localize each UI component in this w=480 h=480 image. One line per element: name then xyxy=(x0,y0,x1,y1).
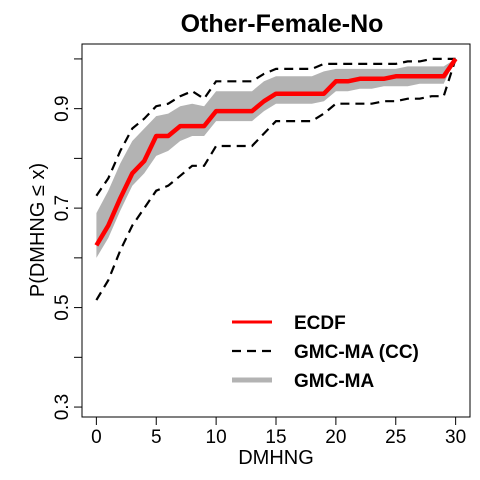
x-tick-label: 15 xyxy=(265,427,286,448)
x-tick-label: 30 xyxy=(445,427,466,448)
gmc-ma-band xyxy=(96,58,456,258)
gmc-ma-cc-layer xyxy=(95,57,457,301)
gmc-ma-band-layer xyxy=(96,58,456,258)
ecdf-line xyxy=(94,57,458,247)
y-tick-label: 0.9 xyxy=(52,95,73,121)
ecdf-layer xyxy=(94,57,458,247)
legend-label: GMC-MA xyxy=(294,371,374,392)
legend-label: ECDF xyxy=(294,313,346,334)
x-tick-label: 0 xyxy=(91,427,102,448)
chart-title: Other-Female-No xyxy=(181,10,384,38)
y-axis: 0.3 0.5 0.7 0.9 xyxy=(52,58,82,420)
y-tick-label: 0.3 xyxy=(52,394,73,420)
gmc-ma-cc-upper-line xyxy=(95,57,456,197)
y-axis-label: P(DMHNG ≤ x) xyxy=(27,163,49,297)
legend: ECDF GMC-MA (CC) GMC-MA xyxy=(232,313,419,392)
x-tick-label: 20 xyxy=(325,427,346,448)
y-tick-label: 0.5 xyxy=(52,294,73,320)
y-tick-label: 0.7 xyxy=(52,195,73,221)
gmc-ma-cc-lower-line xyxy=(95,58,457,301)
x-tick-label: 25 xyxy=(385,427,406,448)
x-axis-label: DMHNG xyxy=(238,447,314,469)
legend-label: GMC-MA (CC) xyxy=(294,342,419,363)
x-tick-label: 5 xyxy=(151,427,162,448)
x-tick-label: 10 xyxy=(206,427,227,448)
x-axis: 0 5 10 15 20 25 30 xyxy=(91,417,466,448)
